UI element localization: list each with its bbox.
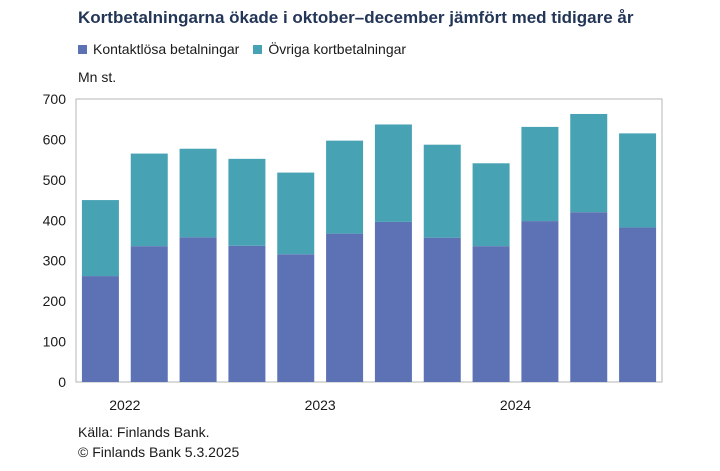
bar-segment-contactless: [472, 246, 510, 382]
bar-segment-contactless: [228, 245, 266, 382]
bar-segment-other: [179, 148, 217, 238]
bar-segment-other: [326, 140, 364, 234]
bar-segment-other: [277, 172, 315, 255]
legend-swatch-other: [253, 44, 263, 54]
bar-segment-contactless: [374, 221, 412, 382]
bar-segment-contactless: [179, 237, 217, 382]
legend-label-contactless: Kontaktlösa betalningar: [93, 41, 240, 57]
x-tick-label: 2023: [305, 397, 336, 413]
x-tick-label: 2024: [500, 397, 531, 413]
bar-segment-contactless: [277, 254, 315, 382]
chart-legend: Kontaktlösa betalningar Övriga kortbetal…: [78, 41, 406, 57]
bar-segment-other: [228, 158, 266, 246]
legend-label-other: Övriga kortbetalningar: [268, 41, 407, 57]
y-tick-label: 200: [43, 293, 67, 309]
bar-segment-other: [130, 153, 168, 247]
bar-segment-contactless: [521, 221, 559, 382]
y-tick-label: 600: [43, 131, 67, 147]
bar-segment-contactless: [81, 276, 119, 382]
bar-segment-other: [374, 124, 412, 222]
chart-footer: Källa: Finlands Bank. © Finlands Bank 5.…: [78, 422, 239, 462]
source-note: Källa: Finlands Bank.: [78, 424, 210, 440]
bar-segment-contactless: [570, 212, 608, 382]
legend-item-contactless: Kontaktlösa betalningar: [78, 41, 239, 57]
bar-segment-contactless: [423, 237, 461, 382]
y-tick-label: 300: [43, 253, 67, 269]
bar-segment-other: [81, 200, 119, 277]
bar-segment-other: [472, 163, 510, 247]
bar-segment-contactless: [130, 246, 168, 382]
y-axis-unit: Mn st.: [78, 69, 117, 85]
y-tick-label: 0: [58, 374, 66, 390]
copyright-note: © Finlands Bank 5.3.2025: [78, 444, 240, 460]
bar-segment-other: [423, 144, 461, 238]
y-tick-label: 400: [43, 212, 67, 228]
legend-swatch-contactless: [78, 44, 87, 54]
bar-segment-contactless: [326, 233, 364, 382]
y-tick-label: 700: [43, 91, 67, 107]
bar-segment-contactless: [619, 227, 657, 382]
bar-segment-other: [619, 133, 657, 228]
legend-item-other: Övriga kortbetalningar: [253, 41, 406, 57]
y-tick-label: 100: [43, 334, 67, 350]
chart-title: Kortbetalningarna ökade i oktober–decemb…: [78, 8, 634, 27]
y-tick-label: 500: [43, 172, 67, 188]
bar-segment-other: [570, 113, 608, 213]
bar-segment-other: [521, 126, 559, 222]
plot-frame: [75, 98, 663, 383]
x-tick-label: 2022: [109, 397, 140, 413]
